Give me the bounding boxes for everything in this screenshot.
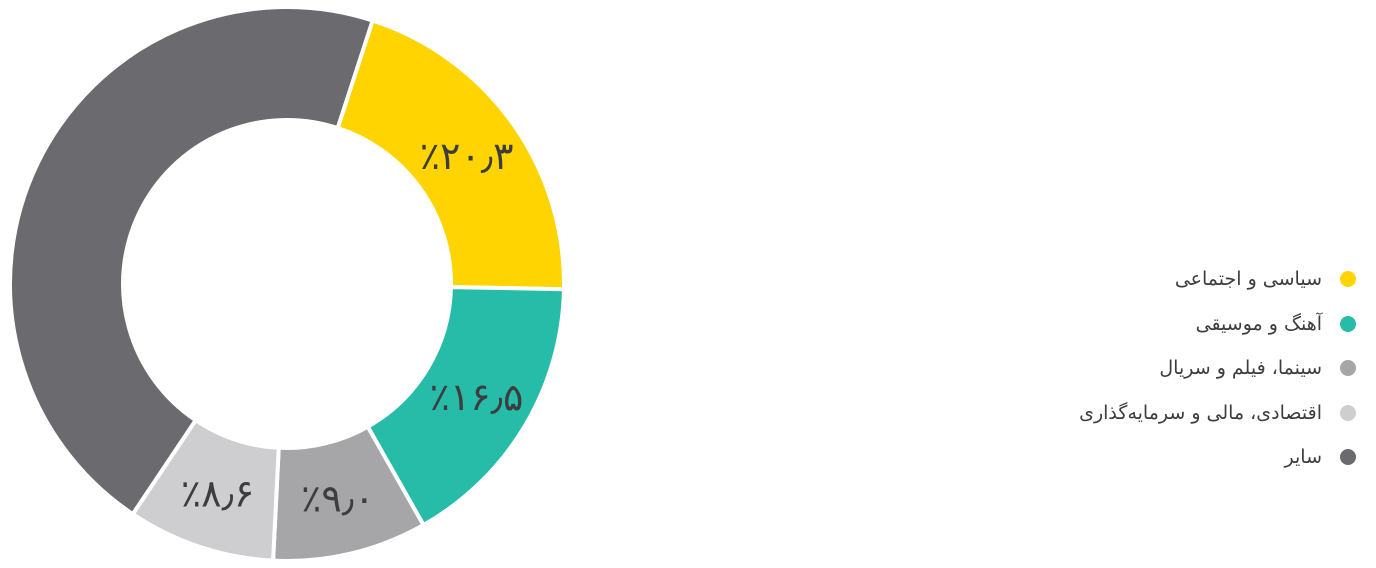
- legend-swatch: [1340, 315, 1356, 332]
- legend-label: اقتصادی، مالی و سرمایه‌گذاری: [1079, 401, 1322, 424]
- donut-slice-5: [8, 5, 375, 517]
- donut-slice-1: [335, 18, 566, 292]
- legend-item-2: آهنگ و موسیقی: [976, 307, 1376, 341]
- legend-swatch: [1340, 404, 1356, 421]
- legend-label: سیاسی و اجتماعی: [1174, 268, 1322, 290]
- legend: سیاسی و اجتماعی آهنگ و موسیقی سینما، فیلم …: [976, 262, 1376, 485]
- data-label-1: ٪۲۰٫۳: [420, 134, 514, 178]
- legend-label: آهنگ و موسیقی: [1195, 312, 1322, 335]
- legend-item-3: سینما، فیلم و سریال: [976, 351, 1376, 385]
- data-label-3: ٪۹٫۰: [301, 477, 375, 521]
- legend-label: سینما، فیلم و سریال: [1159, 357, 1322, 379]
- legend-label: سایر: [1284, 446, 1322, 468]
- slices-group: [8, 5, 566, 563]
- legend-item-1: سیاسی و اجتماعی: [976, 262, 1376, 296]
- data-label-2: ٪۱۶٫۵: [429, 375, 523, 419]
- legend-swatch: [1340, 271, 1356, 287]
- legend-item-4: اقتصادی، مالی و سرمایه‌گذاری: [976, 396, 1376, 430]
- legend-swatch: [1340, 449, 1356, 465]
- data-labels-group: ٪۲۰٫۳ ٪۱۶٫۵ ٪۹٫۰ ٪۸٫۶: [181, 134, 524, 520]
- legend-item-5: سایر: [976, 440, 1376, 474]
- donut-chart: ٪۲۰٫۳ ٪۱۶٫۵ ٪۹٫۰ ٪۸٫۶: [8, 5, 566, 563]
- legend-swatch: [1340, 360, 1356, 376]
- donut-slice-2: [365, 285, 566, 528]
- data-label-4: ٪۸٫۶: [181, 471, 255, 515]
